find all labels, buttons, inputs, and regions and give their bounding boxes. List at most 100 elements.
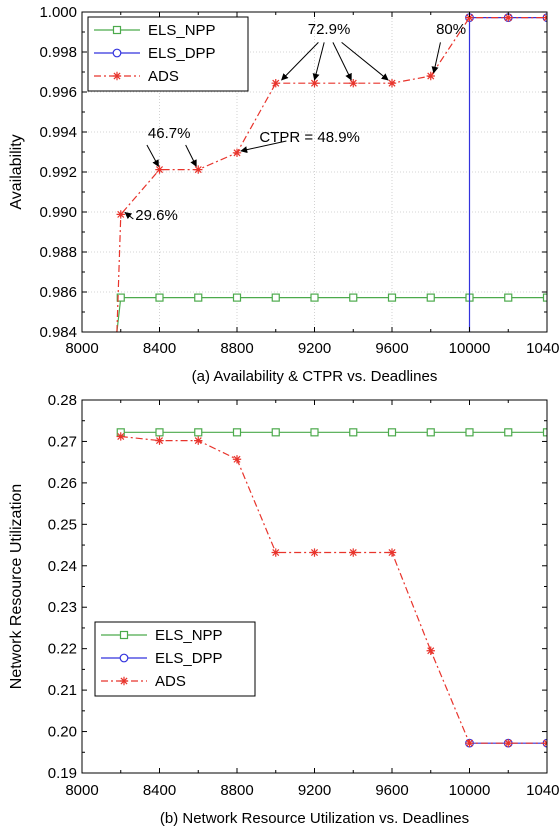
- annotation: CTPR = 48.9%: [240, 129, 360, 154]
- x-tick-label: 8000: [65, 782, 98, 799]
- data-point: [232, 293, 242, 302]
- data-point: [504, 293, 513, 302]
- annotation: 72.9%: [281, 21, 389, 81]
- chart-caption: (a) Availability & CTPR vs. Deadlines: [192, 368, 438, 385]
- y-tick-label: 0.996: [39, 84, 77, 101]
- annotation-arrow: [281, 42, 319, 81]
- x-tick-label: 8400: [143, 340, 176, 357]
- x-tick-label: 9600: [375, 782, 408, 799]
- data-point: [426, 71, 435, 81]
- data-point: [465, 738, 474, 748]
- data-point: [116, 210, 125, 219]
- series-line: [116, 297, 547, 332]
- legend-marker: [119, 676, 129, 686]
- legend-marker: [112, 25, 122, 35]
- data-point: [310, 548, 319, 557]
- annotation-label: 46.7%: [148, 125, 191, 142]
- data-point: [194, 165, 203, 174]
- data-point: [271, 293, 280, 302]
- x-tick-label: 9600: [375, 340, 408, 357]
- annotation-arrow: [124, 211, 134, 220]
- data-point: [349, 293, 358, 302]
- y-tick-label: 0.994: [39, 124, 77, 141]
- y-tick-label: 0.27: [48, 433, 77, 450]
- legend: ELS_NPP ELS_DPP ADS: [94, 621, 256, 697]
- annotation-arrow: [431, 42, 441, 74]
- x-tick-label: 8800: [220, 782, 253, 799]
- data-point: [349, 548, 358, 557]
- annotation-label: 29.6%: [135, 207, 178, 224]
- series-els-dpp: [465, 13, 547, 332]
- data-point: [349, 428, 358, 437]
- annotation-arrow: [312, 42, 325, 81]
- annotation-label: 72.9%: [308, 21, 351, 38]
- y-tick-label: 0.986: [39, 284, 77, 301]
- y-tick-label: 0.28: [48, 392, 77, 409]
- legend-label: ELS_NPP: [155, 627, 223, 644]
- data-point: [232, 148, 242, 157]
- data-point: [387, 79, 397, 88]
- data-point: [310, 79, 319, 88]
- legend: ELS_NPP ELS_DPP ADS: [87, 16, 249, 92]
- y-tick-label: 0.26: [48, 475, 77, 492]
- data-point: [271, 79, 280, 88]
- data-point: [426, 646, 435, 655]
- y-tick-label: 0.988: [39, 244, 77, 261]
- data-point: [504, 13, 513, 22]
- data-point: [387, 428, 397, 437]
- data-point: [155, 436, 164, 445]
- data-point: [155, 165, 164, 174]
- data-point: [465, 13, 474, 22]
- legend-label: ADS: [148, 68, 179, 85]
- y-tick-label: 0.998: [39, 44, 77, 61]
- series-line: [120, 435, 547, 744]
- series-ads: [116, 13, 547, 332]
- annotation-arrow: [146, 144, 159, 168]
- data-point: [155, 293, 164, 302]
- annotation-arrow: [332, 42, 352, 81]
- data-point: [542, 428, 547, 437]
- chart-caption: (b) Network Resource Utilization vs. Dea…: [160, 810, 469, 827]
- legend-label: ELS_DPP: [148, 45, 216, 62]
- legend-marker: [119, 653, 129, 663]
- x-tick-label: 9200: [298, 782, 331, 799]
- data-point: [310, 428, 319, 437]
- data-point: [387, 548, 397, 557]
- legend-label: ADS: [155, 673, 186, 690]
- y-tick-label: 0.23: [48, 599, 77, 616]
- y-tick-label: 1.000: [39, 4, 77, 21]
- data-point: [232, 428, 242, 437]
- x-tick-label: 8000: [65, 340, 98, 357]
- annotation-arrow: [240, 140, 287, 154]
- y-tick-label: 0.20: [48, 724, 77, 741]
- series-line: [468, 17, 547, 332]
- y-axis-label: Network Resource Utilization: [8, 484, 25, 689]
- data-point: [194, 293, 203, 302]
- annotation-arrow: [185, 144, 197, 168]
- annotation-arrow: [341, 42, 389, 81]
- y-tick-label: 0.22: [48, 641, 77, 658]
- legend-marker: [112, 48, 122, 58]
- data-point: [194, 428, 203, 437]
- series-els-npp: [116, 428, 547, 437]
- y-axis-label: Availability: [8, 134, 25, 209]
- data-point: [387, 293, 397, 302]
- y-tick-label: 0.990: [39, 204, 77, 221]
- y-tick-label: 0.19: [48, 765, 77, 782]
- data-point: [426, 293, 435, 302]
- data-point: [310, 293, 319, 302]
- x-tick-label: 10000: [449, 340, 491, 357]
- y-tick-label: 0.21: [48, 682, 77, 699]
- data-point: [155, 428, 164, 437]
- data-point: [465, 428, 474, 437]
- x-tick-label: 10000: [449, 782, 491, 799]
- annotation-label: 80%: [436, 21, 466, 38]
- data-point: [232, 455, 242, 464]
- x-tick-label: 8800: [220, 340, 253, 357]
- data-point: [271, 548, 280, 557]
- data-point: [116, 293, 125, 302]
- data-point: [271, 428, 280, 437]
